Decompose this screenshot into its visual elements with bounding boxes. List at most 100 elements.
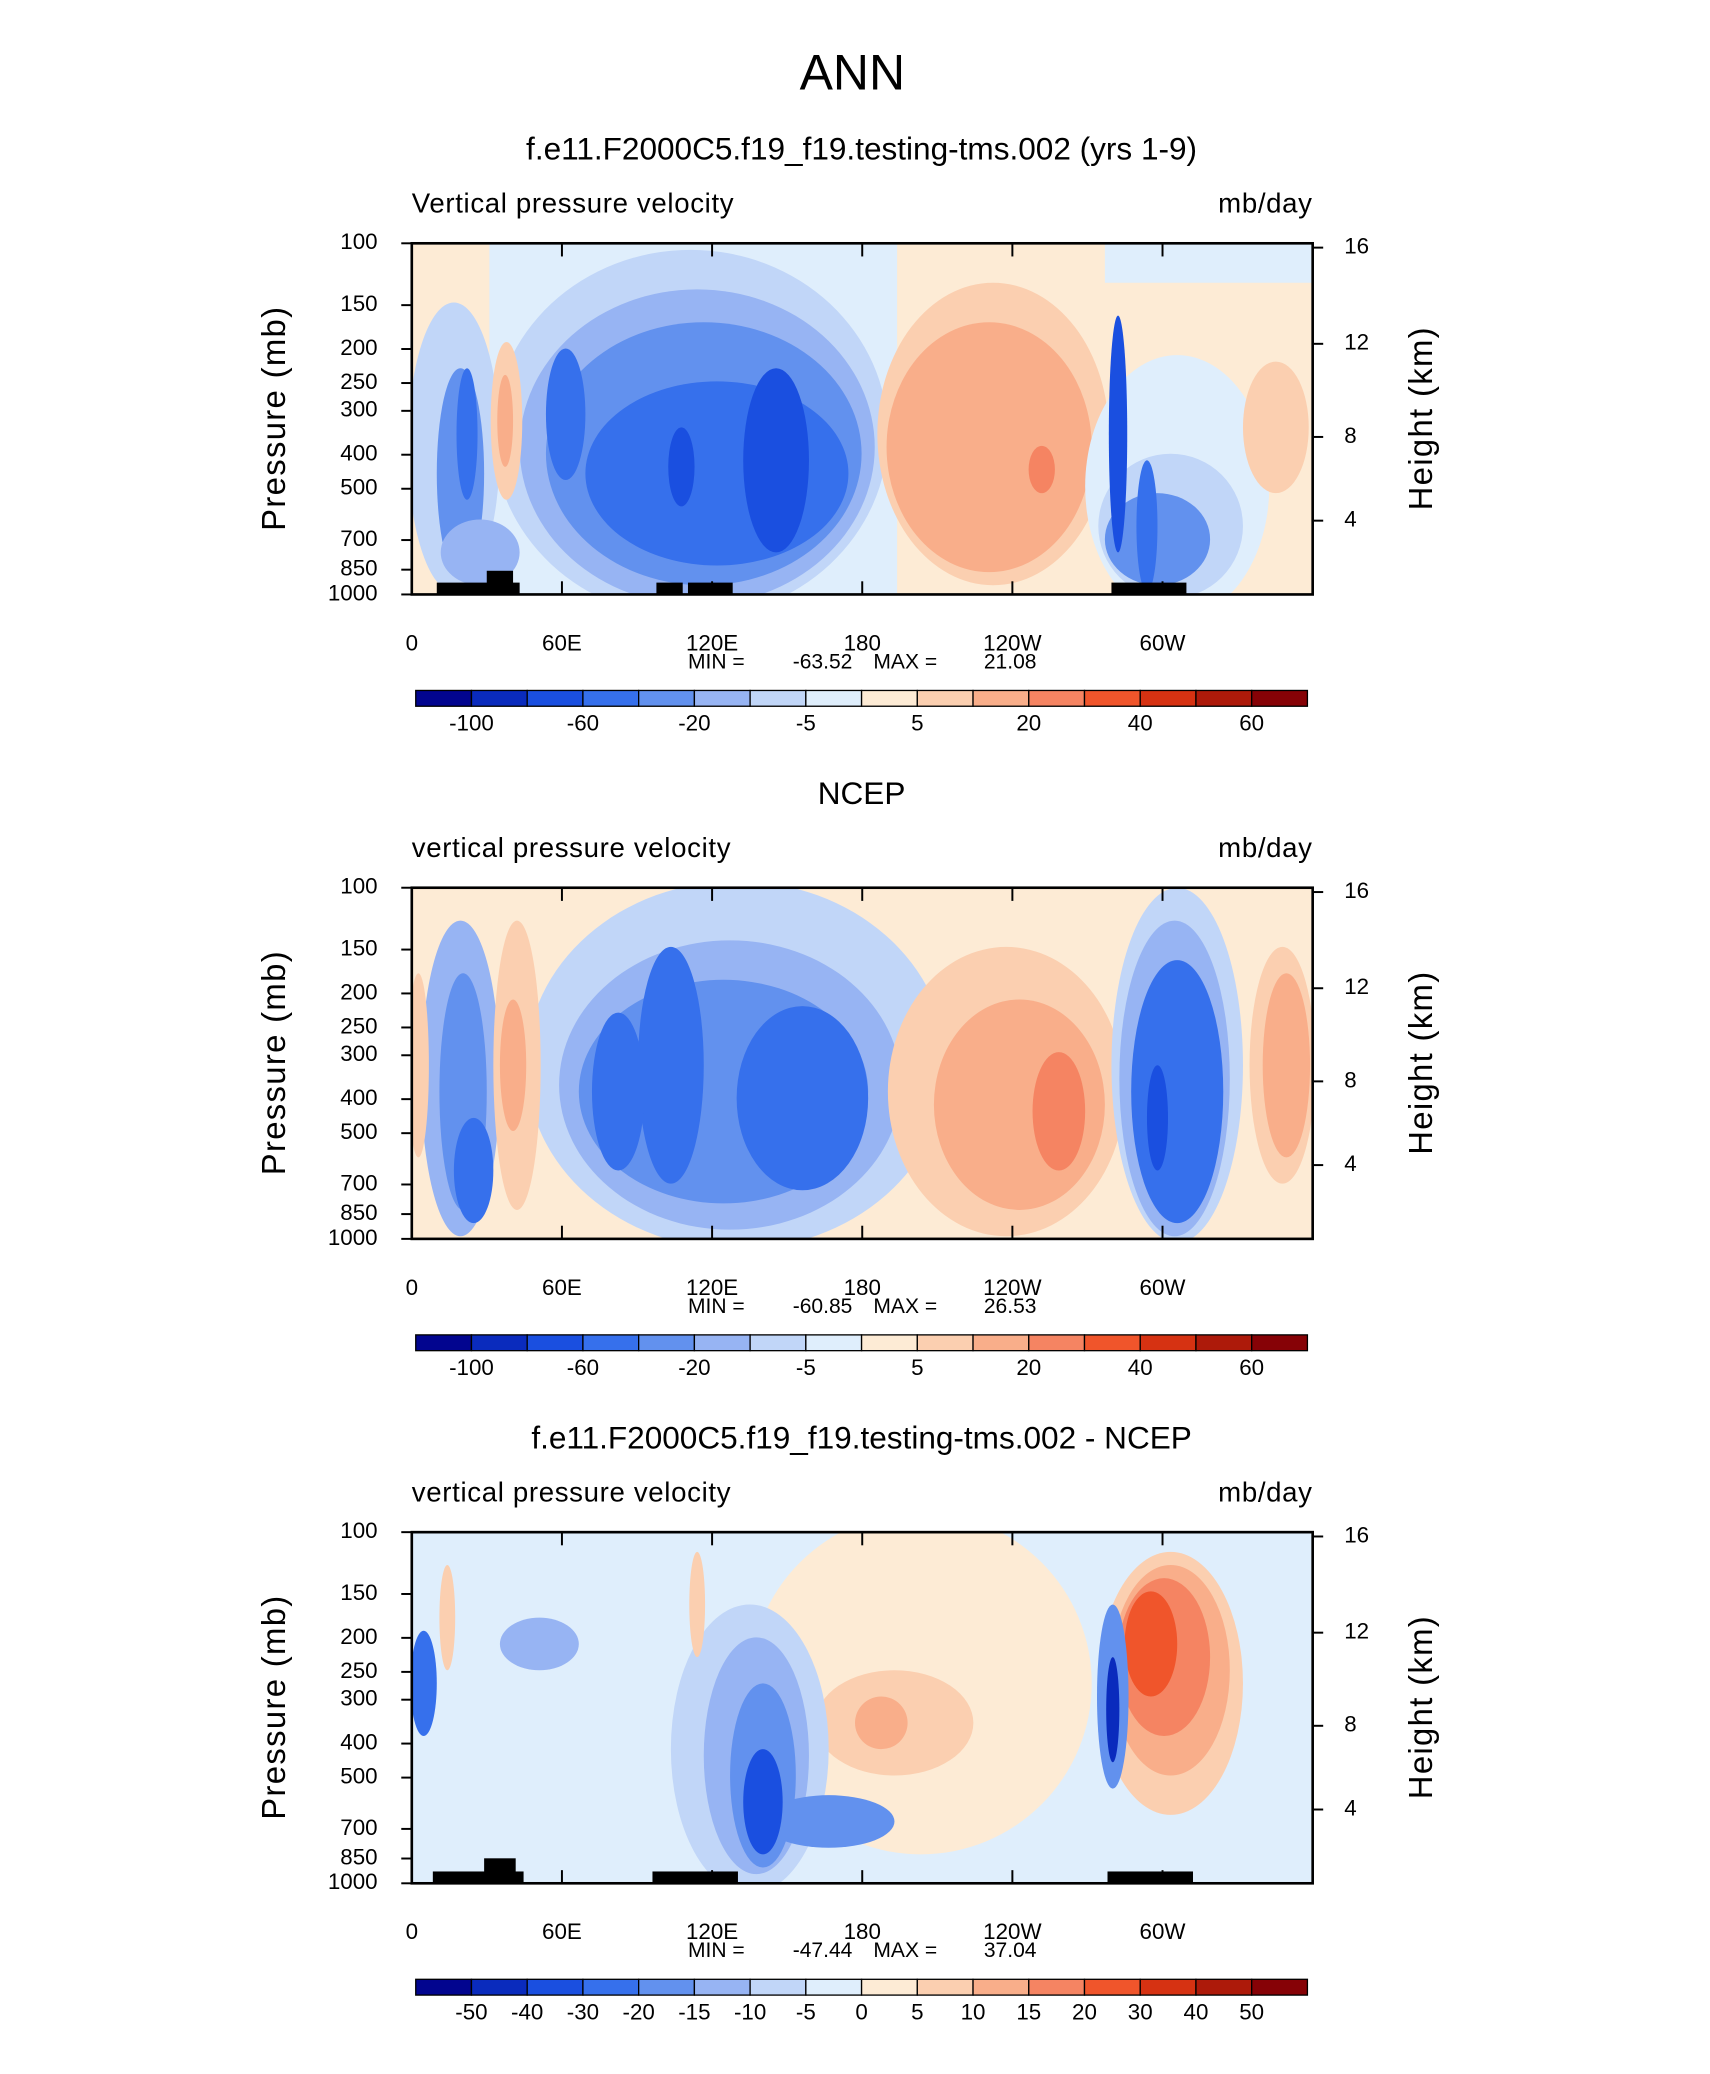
y-tick-label: 500 bbox=[340, 1119, 377, 1144]
y-tick-label: 200 bbox=[340, 979, 377, 1004]
colorbar-box bbox=[749, 689, 807, 707]
y-tick-label: 1000 bbox=[328, 1225, 378, 1250]
y-tick-label: 150 bbox=[340, 935, 377, 960]
y-tick-label: 850 bbox=[340, 1200, 377, 1225]
colorbar-box bbox=[1083, 1978, 1141, 1996]
y-tick-label: 100 bbox=[340, 229, 377, 254]
colorbar-box bbox=[1139, 1978, 1197, 1996]
y2-tick-label: 4 bbox=[1344, 1795, 1356, 1820]
y-tick-label: 250 bbox=[340, 369, 377, 394]
x-tick-label: 60W bbox=[1140, 630, 1187, 655]
x-tick-label: 120W bbox=[983, 1275, 1042, 1300]
y2-tick-label: 4 bbox=[1344, 507, 1356, 532]
colorbar-box bbox=[582, 1978, 640, 1996]
y-tick-label: 400 bbox=[340, 1729, 377, 1754]
contour-field bbox=[411, 887, 1313, 1239]
colorbar-label: -20 bbox=[678, 711, 710, 736]
y-tick-label: 500 bbox=[340, 475, 377, 500]
colorbar-box bbox=[582, 689, 640, 707]
contour-field bbox=[411, 243, 1313, 595]
colorbar-box bbox=[582, 1334, 640, 1352]
colorbar-label: 15 bbox=[1016, 1999, 1041, 2024]
colorbar-label: 5 bbox=[911, 711, 923, 736]
colorbar-box bbox=[972, 1334, 1030, 1352]
y2-tick-label: 16 bbox=[1344, 234, 1369, 259]
colorbar-label: 20 bbox=[1072, 1999, 1097, 2024]
colorbar-box bbox=[693, 689, 751, 707]
colorbar-box bbox=[805, 1978, 863, 1996]
colorbar-box bbox=[1251, 689, 1309, 707]
subtitle: vertical pressure velocity bbox=[412, 832, 731, 863]
colorbar-box bbox=[637, 689, 696, 707]
panel: NCEP vertical pressure velocity mb/day Pres… bbox=[255, 775, 1439, 1380]
colorbar-label: 50 bbox=[1239, 1999, 1264, 2024]
max-value: 26.53 bbox=[984, 1295, 1037, 1318]
colorbar-box bbox=[1139, 689, 1197, 707]
max-label: MAX = bbox=[873, 1295, 937, 1318]
colorbar-box bbox=[860, 1978, 918, 1996]
colorbar-box bbox=[860, 1334, 918, 1352]
colorbar-label: 0 bbox=[855, 1999, 867, 2024]
colorbar-box bbox=[749, 1334, 807, 1352]
y-tick-label: 700 bbox=[340, 526, 377, 551]
y-tick-label: 700 bbox=[340, 1170, 377, 1195]
colorbar-box bbox=[415, 1334, 473, 1352]
min-label: MIN = bbox=[688, 1295, 745, 1318]
colorbar-box bbox=[470, 1334, 528, 1352]
y-tick-label: 500 bbox=[340, 1764, 377, 1789]
colorbar-label: -20 bbox=[678, 1355, 710, 1380]
colorbar-box bbox=[470, 1978, 528, 1996]
colorbar-box bbox=[1028, 1334, 1086, 1352]
y-tick-label: 300 bbox=[340, 1041, 377, 1066]
y-tick-label: 850 bbox=[340, 556, 377, 581]
land bbox=[432, 1858, 1193, 1884]
colorbar-label: -60 bbox=[567, 711, 599, 736]
subtitle: vertical pressure velocity bbox=[412, 1476, 731, 1507]
min-value: -47.44 bbox=[793, 1939, 853, 1962]
colorbar-label: -10 bbox=[734, 1999, 766, 2024]
y2-tick-label: 16 bbox=[1344, 878, 1369, 903]
y2-tick-label: 8 bbox=[1344, 1067, 1356, 1092]
colorbar-box bbox=[1195, 1334, 1253, 1352]
y2-tick-label: 4 bbox=[1344, 1151, 1356, 1176]
y-axis-label: Pressure (mb) bbox=[255, 306, 292, 531]
y-tick-label: 150 bbox=[340, 1580, 377, 1605]
colorbar-label: 40 bbox=[1128, 711, 1153, 736]
colorbar-box bbox=[1139, 1334, 1197, 1352]
x-tick-label: 180 bbox=[844, 1275, 881, 1300]
colorbar-box bbox=[916, 1334, 974, 1352]
panel-title: NCEP bbox=[818, 775, 906, 811]
colorbar-box bbox=[693, 1334, 751, 1352]
colorbar-label: 5 bbox=[911, 1999, 923, 2024]
min-value: -63.52 bbox=[793, 650, 853, 673]
colorbar-label: -5 bbox=[796, 711, 816, 736]
max-value: 37.04 bbox=[984, 1939, 1037, 1962]
x-tick-label: 60E bbox=[542, 1919, 582, 1944]
x-tick-label: 120E bbox=[686, 1919, 738, 1944]
colorbar-box bbox=[526, 1334, 584, 1352]
colorbar-label: -100 bbox=[449, 711, 494, 736]
min-value: -60.85 bbox=[793, 1295, 853, 1318]
colorbar-box bbox=[415, 1978, 473, 1996]
colorbar-label: 10 bbox=[961, 1999, 986, 2024]
colorbar-label: 40 bbox=[1184, 1999, 1209, 2024]
x-tick-label: 0 bbox=[406, 1919, 418, 1944]
y2-axis-label: Height (km) bbox=[1402, 326, 1439, 510]
x-tick-label: 60W bbox=[1140, 1919, 1187, 1944]
colorbar-label: 5 bbox=[911, 1355, 923, 1380]
colorbar-box bbox=[916, 689, 974, 707]
colorbar-box bbox=[1083, 689, 1141, 707]
y2-tick-label: 12 bbox=[1344, 330, 1369, 355]
y2-tick-label: 12 bbox=[1344, 974, 1369, 999]
y-tick-label: 400 bbox=[340, 441, 377, 466]
colorbar-label: -20 bbox=[623, 1999, 655, 2024]
y-tick-label: 200 bbox=[340, 1624, 377, 1649]
y-tick-label: 150 bbox=[340, 291, 377, 316]
colorbar-label: 60 bbox=[1239, 1355, 1264, 1380]
contour-field bbox=[411, 1532, 1313, 1884]
colorbar-box bbox=[526, 689, 584, 707]
colorbar-box bbox=[972, 689, 1030, 707]
colorbar-box bbox=[1083, 1334, 1141, 1352]
colorbar-box bbox=[916, 1978, 974, 1996]
